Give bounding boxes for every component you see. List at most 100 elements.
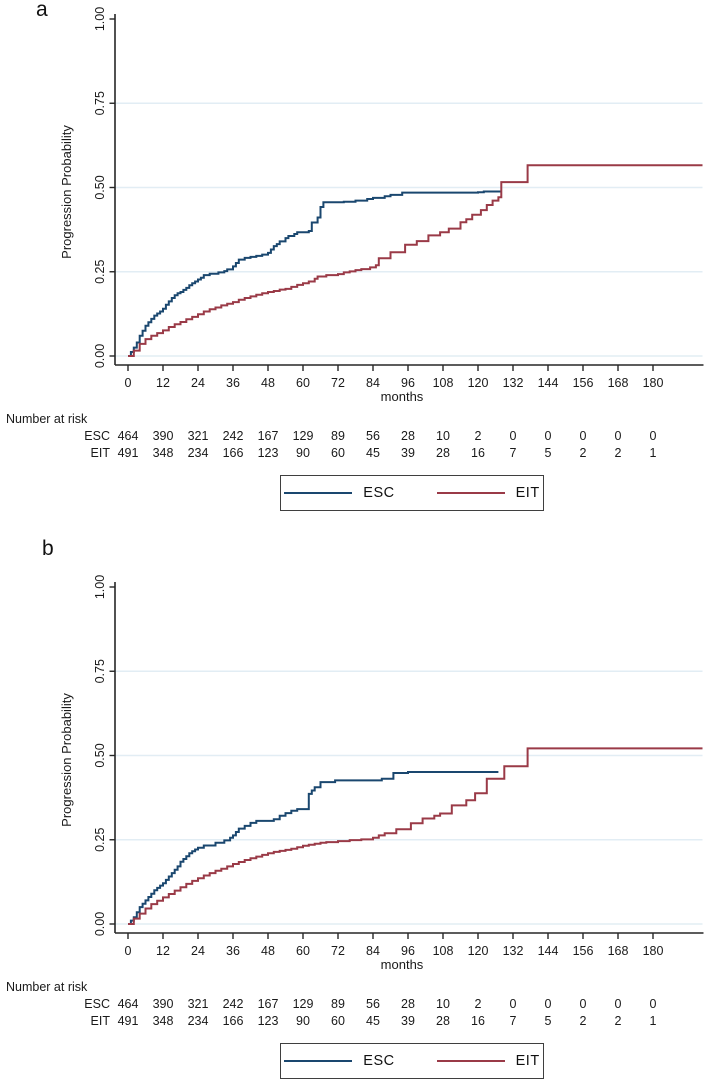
risk-count: 60 <box>331 1014 345 1028</box>
x-tick-label: 132 <box>503 376 524 390</box>
risk-count: 321 <box>188 997 209 1011</box>
risk-count: 390 <box>153 997 174 1011</box>
panel-label-a: a <box>36 0 48 21</box>
x-tick-label: 96 <box>401 944 415 958</box>
x-tick-label: 72 <box>331 944 345 958</box>
risk-count: 10 <box>436 997 450 1011</box>
risk-row-label-esc: ESC <box>84 429 110 443</box>
risk-count: 167 <box>258 997 279 1011</box>
legend-b: ESC EIT <box>280 1043 544 1079</box>
risk-count: 129 <box>293 997 314 1011</box>
risk-count: 242 <box>223 429 244 443</box>
x-tick-label: 108 <box>433 376 454 390</box>
risk-count: 0 <box>510 429 517 443</box>
x-tick-label: 72 <box>331 376 345 390</box>
risk-count: 10 <box>436 429 450 443</box>
x-tick-label: 96 <box>401 376 415 390</box>
y-tick-label: 1.00 <box>93 575 107 599</box>
risk-count: 123 <box>258 446 279 460</box>
risk-count: 60 <box>331 446 345 460</box>
x-tick-label: 36 <box>226 376 240 390</box>
risk-count: 348 <box>153 1014 174 1028</box>
risk-count: 234 <box>188 446 209 460</box>
risk-count: 0 <box>650 429 657 443</box>
y-axis-title: Progression Probability <box>59 125 74 259</box>
survival-chart-a: 0.000.250.500.751.000 12 24 36 48 60 72 84 96 108… <box>6 7 704 460</box>
risk-count: 242 <box>223 997 244 1011</box>
x-tick-label: 120 <box>468 944 489 958</box>
risk-count: 1 <box>650 1014 657 1028</box>
risk-count: 491 <box>118 1014 139 1028</box>
risk-count: 7 <box>510 446 517 460</box>
risk-count: 0 <box>615 997 622 1011</box>
survival-chart-b: 0.000.250.500.751.000 12 24 36 48 60 72 84 96 108… <box>6 575 704 1028</box>
esc-legend-line <box>284 491 353 495</box>
x-tick-label: 36 <box>226 944 240 958</box>
risk-count: 1 <box>650 446 657 460</box>
x-tick-label: 144 <box>538 376 559 390</box>
x-tick-label: 12 <box>156 944 170 958</box>
number-at-risk-title: Number at risk <box>6 980 88 994</box>
risk-count: 16 <box>471 1014 485 1028</box>
risk-count: 0 <box>580 429 587 443</box>
risk-count: 348 <box>153 446 174 460</box>
risk-row-label-eit: EIT <box>91 446 111 460</box>
x-tick-label: 24 <box>191 944 205 958</box>
curve-esc <box>128 771 499 925</box>
risk-count: 28 <box>401 997 415 1011</box>
x-tick-label: 0 <box>125 944 132 958</box>
risk-count: 89 <box>331 429 345 443</box>
esc-legend-line <box>284 1059 353 1063</box>
x-tick-label: 24 <box>191 376 205 390</box>
panel-label-b: b <box>42 537 54 560</box>
risk-count: 90 <box>296 1014 310 1028</box>
y-tick-label: 0.50 <box>93 175 107 199</box>
curve-esc <box>128 190 502 357</box>
risk-count: 2 <box>580 1014 587 1028</box>
number-at-risk-title: Number at risk <box>6 412 88 426</box>
risk-count: 166 <box>223 446 244 460</box>
risk-count: 5 <box>545 1014 552 1028</box>
risk-count: 7 <box>510 1014 517 1028</box>
risk-count: 321 <box>188 429 209 443</box>
risk-count: 45 <box>366 1014 380 1028</box>
y-tick-label: 0.50 <box>93 743 107 767</box>
risk-count: 39 <box>401 1014 415 1028</box>
x-tick-label: 84 <box>366 376 380 390</box>
risk-count: 0 <box>510 997 517 1011</box>
y-tick-label: 0.00 <box>93 912 107 936</box>
risk-count: 0 <box>650 997 657 1011</box>
risk-count: 464 <box>118 429 139 443</box>
risk-count: 45 <box>366 446 380 460</box>
legend-a: ESC EIT <box>280 475 544 511</box>
x-tick-label: 180 <box>643 944 664 958</box>
risk-count: 28 <box>436 1014 450 1028</box>
risk-count: 123 <box>258 1014 279 1028</box>
x-tick-label: 60 <box>296 376 310 390</box>
y-axis-title: Progression Probability <box>59 693 74 827</box>
x-tick-label: 168 <box>608 376 629 390</box>
y-tick-label: 0.00 <box>93 344 107 368</box>
x-tick-label: 0 <box>125 376 132 390</box>
eit-legend-line <box>436 491 505 495</box>
risk-count: 491 <box>118 446 139 460</box>
risk-count: 234 <box>188 1014 209 1028</box>
risk-count: 89 <box>331 997 345 1011</box>
x-tick-label: 132 <box>503 944 524 958</box>
risk-count: 0 <box>545 997 552 1011</box>
risk-count: 56 <box>366 429 380 443</box>
esc-legend-label: ESC <box>363 1053 395 1069</box>
risk-count: 0 <box>580 997 587 1011</box>
curve-eit <box>128 747 703 925</box>
risk-row-label-esc: ESC <box>84 997 110 1011</box>
y-tick-label: 0.25 <box>93 828 107 852</box>
x-tick-label: 48 <box>261 376 275 390</box>
y-tick-label: 0.75 <box>93 91 107 115</box>
risk-count: 28 <box>401 429 415 443</box>
risk-count: 28 <box>436 446 450 460</box>
x-tick-label: 108 <box>433 944 454 958</box>
x-tick-label: 12 <box>156 376 170 390</box>
y-tick-label: 0.75 <box>93 659 107 683</box>
eit-legend-label: EIT <box>515 1053 540 1069</box>
